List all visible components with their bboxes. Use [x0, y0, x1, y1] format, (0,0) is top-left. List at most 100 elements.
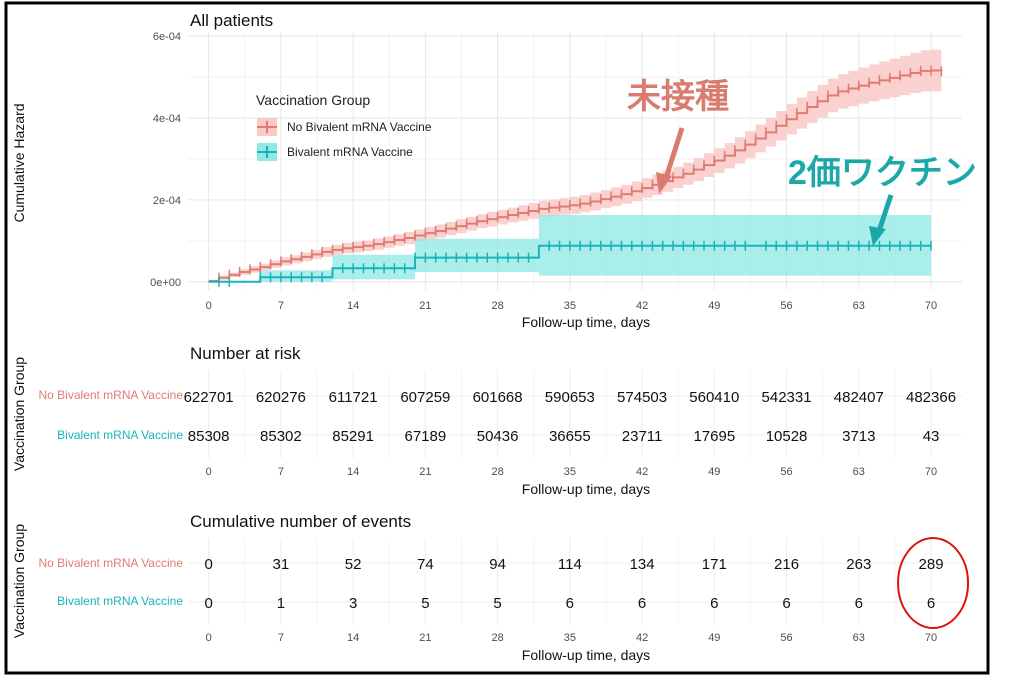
risk-cell: 85302: [260, 428, 302, 445]
events-x-tick-label: 49: [708, 632, 720, 644]
risk-cell: 560410: [689, 389, 739, 406]
events-cell: 6: [782, 595, 790, 612]
events-cell: 263: [846, 556, 871, 573]
risk-x-tick-label: 42: [636, 466, 648, 478]
events-row-label-no-bivalent: No Bivalent mRNA Vaccine: [38, 556, 183, 570]
events-cell: 74: [417, 556, 434, 573]
risk-cell: 601668: [473, 389, 523, 406]
hazard-x-axis-title: Follow-up time, days: [522, 314, 650, 330]
events-table-title: Cumulative number of events: [190, 512, 411, 531]
events-x-tick-label: 21: [419, 632, 431, 644]
annotation-unvaccinated: 未接種: [627, 78, 729, 116]
annotation-unvaccinated-arrowhead: [656, 172, 672, 194]
annotation-unvaccinated-arrow: [663, 127, 685, 179]
hazard-censor-marks: [218, 65, 943, 287]
risk-row-label-no-bivalent: No Bivalent mRNA Vaccine: [38, 388, 183, 402]
events-cell: 6: [638, 595, 646, 612]
risk-cell: 482366: [906, 389, 956, 406]
risk-row-label-bivalent: Bivalent mRNA Vaccine: [57, 428, 183, 442]
risk-cell: 10528: [766, 428, 808, 445]
hazard-y-tick-label: 2e-04: [153, 195, 181, 207]
events-x-tick-label: 14: [347, 632, 359, 644]
events-cell: 52: [345, 556, 362, 573]
risk-table-x-tick-labels: 0 7 14 21 28 35 42 49 56 63 70: [206, 466, 938, 478]
events-x-tick-label: 35: [564, 632, 576, 644]
risk-cell: 43: [923, 428, 940, 445]
events-cell: 134: [630, 556, 655, 573]
risk-cell: 67189: [405, 428, 447, 445]
events-cell: 114: [558, 556, 582, 573]
events-cell: 6: [710, 595, 718, 612]
risk-cell: 85291: [332, 428, 374, 445]
risk-cell: 590653: [545, 389, 595, 406]
events-cell: 5: [421, 595, 429, 612]
events-cell: 31: [273, 556, 290, 573]
events-cell: 0: [204, 595, 212, 612]
events-cell: 6: [927, 595, 935, 612]
risk-table-cells: 622701 620276 611721 607259 601668 590653 5745…: [184, 389, 956, 445]
risk-x-tick-label: 28: [491, 466, 503, 478]
hazard-x-tick-label: 56: [780, 300, 792, 312]
hazard-x-tick-label: 63: [853, 300, 865, 312]
hazard-x-tick-label: 35: [564, 300, 576, 312]
annotation-bivalent-arrowhead: [869, 226, 886, 246]
hazard-y-tick-label: 6e-04: [153, 31, 181, 43]
risk-table-x-axis-title: Follow-up time, days: [522, 481, 650, 497]
risk-cell: 85308: [188, 428, 230, 445]
hazard-x-tick-label: 7: [278, 300, 284, 312]
annotation-bivalent-arrow: [876, 194, 894, 232]
hazard-x-tick-label: 70: [925, 300, 937, 312]
events-x-tick-label: 7: [278, 632, 284, 644]
risk-cell: 542331: [762, 389, 812, 406]
events-cell: 216: [774, 556, 799, 573]
hazard-x-tick-label: 0: [206, 300, 212, 312]
ci-band-no-bivalent: [208, 49, 942, 282]
risk-table-panel: Number at risk No Bivalent mRNA Vaccine …: [11, 344, 962, 497]
risk-cell: 36655: [549, 428, 591, 445]
events-x-tick-label: 56: [780, 632, 792, 644]
risk-x-tick-label: 0: [206, 466, 212, 478]
legend-label-no-bivalent: No Bivalent mRNA Vaccine: [287, 120, 432, 134]
hazard-y-tick-labels: 0e+00 2e-04 4e-04 6e-04: [150, 31, 181, 289]
events-table-x-axis-title: Follow-up time, days: [522, 647, 650, 663]
risk-table-title: Number at risk: [190, 344, 301, 363]
events-x-tick-label: 42: [636, 632, 648, 644]
events-cell: 94: [489, 556, 506, 573]
events-table-panel: Cumulative number of events No Bivalent …: [11, 512, 970, 663]
legend-title: Vaccination Group: [256, 92, 370, 108]
hazard-title: All patients: [190, 11, 273, 30]
risk-cell: 574503: [617, 389, 667, 406]
risk-x-tick-label: 63: [853, 466, 865, 478]
risk-cell: 23711: [622, 428, 663, 445]
events-cell: 0: [204, 556, 212, 573]
events-x-tick-label: 70: [925, 632, 937, 644]
hazard-y-tick-label: 4e-04: [153, 113, 181, 125]
hazard-x-tick-label: 14: [347, 300, 359, 312]
hazard-x-tick-label: 21: [419, 300, 431, 312]
risk-x-tick-label: 7: [278, 466, 284, 478]
risk-x-tick-label: 14: [347, 466, 359, 478]
risk-x-tick-label: 21: [419, 466, 431, 478]
risk-cell: 3713: [842, 428, 875, 445]
risk-x-tick-label: 35: [564, 466, 576, 478]
events-table-x-tick-labels: 0 7 14 21 28 35 42 49 56 63 70: [206, 632, 938, 644]
risk-cell: 622701: [184, 389, 234, 406]
highlight-ellipse: [897, 537, 970, 629]
hazard-panel: All patients 0 7 14 21 28 35 42 49 56 63 70 0e+00 2…: [11, 11, 977, 330]
events-cell: 5: [493, 595, 501, 612]
events-cell: 171: [702, 556, 727, 573]
events-cell: 6: [566, 595, 574, 612]
hazard-x-tick-labels: 0 7 14 21 28 35 42 49 56 63 70: [206, 300, 938, 312]
annotation-bivalent: 2価ワクチン: [788, 154, 977, 192]
risk-x-tick-label: 49: [708, 466, 720, 478]
events-cell: 1: [277, 595, 285, 612]
risk-table-gridlines: [188, 370, 962, 458]
risk-cell: 50436: [477, 428, 519, 445]
events-table-gridlines: [188, 538, 962, 625]
events-x-tick-label: 28: [491, 632, 503, 644]
events-row-label-bivalent: Bivalent mRNA Vaccine: [57, 594, 183, 608]
risk-cell: 482407: [834, 389, 884, 406]
hazard-y-axis-title: Cumulative Hazard: [11, 103, 27, 222]
risk-cell: 607259: [400, 389, 450, 406]
